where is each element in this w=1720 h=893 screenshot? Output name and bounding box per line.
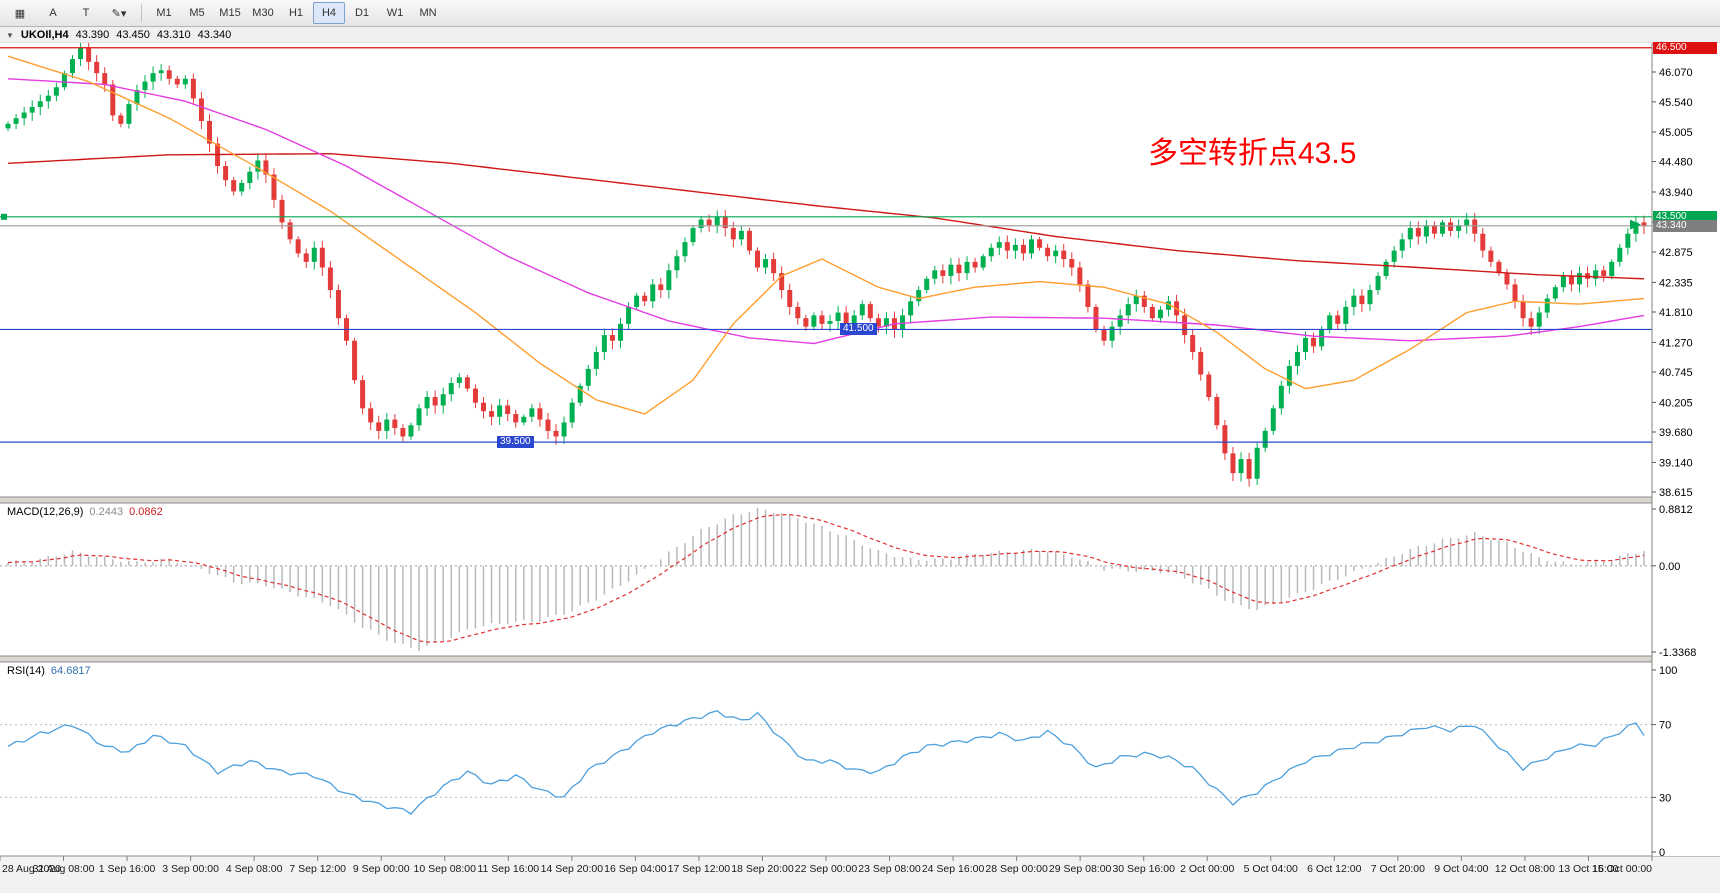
svg-text:44.480: 44.480 [1659, 157, 1693, 169]
svg-text:2 Oct 00:00: 2 Oct 00:00 [1180, 863, 1234, 875]
timeframe-w1-button[interactable]: W1 [386, 7, 404, 19]
svg-text:4 Sep 08:00: 4 Sep 08:00 [226, 863, 283, 875]
svg-text:5 Oct 04:00: 5 Oct 04:00 [1244, 863, 1298, 875]
timeframe-m30-button[interactable]: M30 [252, 7, 274, 19]
rsi-name: RSI(14) [7, 665, 45, 677]
svg-text:9 Sep 00:00: 9 Sep 00:00 [353, 863, 410, 875]
svg-text:6 Oct 12:00: 6 Oct 12:00 [1307, 863, 1361, 875]
chart-type-button[interactable]: ▦ [14, 7, 26, 20]
macd-name: MACD(12,26,9) [7, 506, 84, 518]
svg-text:28 Sep 00:00: 28 Sep 00:00 [985, 863, 1048, 875]
svg-text:7 Oct 20:00: 7 Oct 20:00 [1371, 863, 1425, 875]
svg-text:41.810: 41.810 [1659, 307, 1693, 319]
macd-signal-line [7, 513, 1645, 643]
overlay-ma-orange [7, 55, 1645, 415]
collapse-arrow-icon[interactable]: ▼ [6, 30, 14, 40]
svg-text:0.00: 0.00 [1659, 561, 1680, 573]
svg-text:3 Sep 00:00: 3 Sep 00:00 [162, 863, 219, 875]
macd-indicator-label: MACD(12,26,9) 0.2443 0.0862 [7, 506, 169, 518]
overlay-ma-magenta [7, 78, 1645, 345]
svg-text:42.875: 42.875 [1659, 247, 1693, 259]
text-tool-button[interactable]: T [82, 7, 90, 19]
svg-text:39.680: 39.680 [1659, 427, 1693, 439]
svg-text:41.270: 41.270 [1659, 337, 1693, 349]
timeframe-h4-button[interactable]: H4 [313, 2, 345, 24]
svg-text:1 Sep 16:00: 1 Sep 16:00 [99, 863, 156, 875]
svg-text:42.335: 42.335 [1659, 277, 1693, 289]
quote-symbol: UKOIl,H4 [20, 29, 69, 41]
macd-value-signal: 0.0862 [129, 506, 163, 518]
svg-text:38.615: 38.615 [1659, 487, 1693, 499]
timeframe-m1-button[interactable]: M1 [156, 7, 172, 19]
rsi-indicator-label: RSI(14) 64.6817 [7, 665, 97, 677]
svg-text:0: 0 [1659, 847, 1665, 859]
svg-text:29 Sep 08:00: 29 Sep 08:00 [1049, 863, 1112, 875]
svg-text:45.540: 45.540 [1659, 97, 1693, 109]
timeframe-mn-button[interactable]: MN [419, 7, 437, 19]
quote-low: 43.310 [156, 29, 191, 41]
quote-bar: ▼ UKOIl,H4 43.390 43.450 43.310 43.340 [6, 29, 231, 41]
macd-histogram [7, 507, 1645, 652]
quote-high: 43.450 [116, 29, 150, 41]
chart-annotation[interactable]: 多空转折点43.5 [1148, 137, 1357, 170]
toolbar: ▦ A T ✎▾ M1 M5 M15 M30 H1 H4 D1 W1 MN [0, 0, 1720, 27]
svg-text:14 Sep 20:00: 14 Sep 20:00 [541, 863, 604, 875]
svg-text:30: 30 [1659, 792, 1671, 804]
svg-text:100: 100 [1659, 665, 1677, 677]
svg-text:23 Sep 08:00: 23 Sep 08:00 [858, 863, 921, 875]
svg-text:15 Oct 00:00: 15 Oct 00:00 [1592, 863, 1652, 875]
macd-value-main: 0.2443 [89, 506, 124, 518]
svg-text:39.140: 39.140 [1659, 457, 1693, 469]
pivot-line-43500-marker[interactable] [1, 213, 7, 220]
svg-text:24 Sep 16:00: 24 Sep 16:00 [922, 863, 985, 875]
colors-tool-button[interactable]: ✎▾ [111, 7, 127, 20]
svg-text:70: 70 [1659, 720, 1671, 732]
svg-text:28 Aug 2020: 28 Aug 2020 [2, 863, 61, 875]
svg-text:22 Sep 00:00: 22 Sep 00:00 [795, 863, 858, 875]
svg-text:11 Sep 16:00: 11 Sep 16:00 [477, 863, 539, 875]
timeframe-d1-button[interactable]: D1 [354, 7, 370, 19]
cursor-tool-button[interactable]: A [49, 7, 57, 19]
svg-text:0.8812: 0.8812 [1659, 504, 1693, 516]
timeframe-m15-button[interactable]: M15 [219, 7, 241, 19]
overlay-ma-red [7, 152, 1645, 280]
svg-text:12 Oct 08:00: 12 Oct 08:00 [1495, 863, 1555, 875]
timeframe-h1-button[interactable]: H1 [288, 7, 304, 19]
svg-text:30 Sep 16:00: 30 Sep 16:00 [1112, 863, 1175, 875]
timeframe-m5-button[interactable]: M5 [189, 7, 205, 19]
quote-close: 43.340 [197, 29, 232, 41]
timeframe-toolbar: M1 M5 M15 M30 H1 H4 D1 W1 MN [148, 2, 444, 24]
toolbar-separator [141, 4, 142, 22]
svg-text:13 Oct 16:00: 13 Oct 16:00 [1558, 863, 1618, 875]
svg-text:31 Aug 08:00: 31 Aug 08:00 [33, 863, 95, 875]
svg-text:7 Sep 12:00: 7 Sep 12:00 [289, 863, 346, 875]
svg-text:40.205: 40.205 [1659, 397, 1693, 409]
svg-text:18 Sep 20:00: 18 Sep 20:00 [731, 863, 794, 875]
quote-strip [0, 27, 1720, 43]
last-price-arrow-icon [1630, 219, 1641, 230]
svg-text:9 Oct 04:00: 9 Oct 04:00 [1434, 863, 1488, 875]
rsi-value: 64.6817 [50, 665, 91, 677]
rsi-line [7, 709, 1645, 815]
svg-text:43.940: 43.940 [1659, 187, 1693, 199]
svg-text:17 Sep 12:00: 17 Sep 12:00 [668, 863, 731, 875]
toolbar-tools: ▦ A T ✎▾ [4, 2, 135, 24]
svg-text:10 Sep 08:00: 10 Sep 08:00 [414, 863, 477, 875]
svg-text:16 Sep 04:00: 16 Sep 04:00 [604, 863, 667, 875]
svg-text:46.070: 46.070 [1659, 67, 1693, 79]
svg-text:45.005: 45.005 [1659, 127, 1693, 139]
quote-open: 43.390 [75, 29, 110, 41]
svg-text:40.745: 40.745 [1659, 367, 1693, 379]
svg-text:43.405: 43.405 [1659, 217, 1693, 229]
svg-text:-1.3368: -1.3368 [1659, 647, 1696, 659]
